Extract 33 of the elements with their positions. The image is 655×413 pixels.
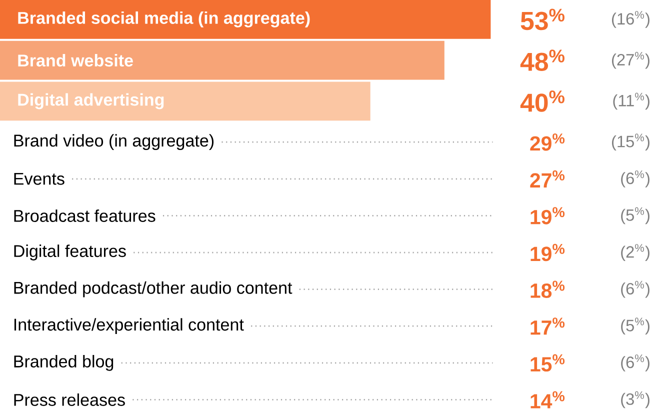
data-label: (11$^{%}$) bbox=[613, 92, 650, 110]
category-label: Interactive/experiential content bbox=[14, 318, 244, 334]
category-label: Brand website bbox=[18, 54, 133, 67]
data-label: 19$^{%}$ bbox=[530, 207, 565, 224]
category-label: Broadcast features bbox=[14, 210, 156, 222]
category-label: Branded blog bbox=[14, 355, 114, 371]
data-label: 27$^{%}$ bbox=[530, 170, 565, 188]
data-label: 48$^{%}$ bbox=[520, 50, 564, 72]
data-label: 29$^{%}$ bbox=[530, 134, 565, 151]
data-label: 15$^{%}$ bbox=[530, 354, 565, 372]
data-label: (5$^{%}$) bbox=[621, 318, 650, 335]
data-label: (15$^{%}$) bbox=[612, 134, 650, 151]
data-label: (16$^{%}$) bbox=[612, 11, 650, 28]
data-label: (6$^{%}$) bbox=[621, 280, 650, 298]
data-label: (6$^{%}$) bbox=[621, 170, 650, 188]
category-label: Press releases bbox=[14, 394, 125, 406]
data-label: 17$^{%}$ bbox=[530, 318, 565, 335]
data-label: (6$^{%}$) bbox=[621, 354, 650, 372]
category-label: Branded social media (in aggregate) bbox=[18, 12, 310, 28]
category-label: Brand video (in aggregate) bbox=[14, 134, 214, 150]
data-label: 19$^{%}$ bbox=[530, 244, 565, 262]
category-label: Events bbox=[14, 173, 64, 185]
data-label: (27$^{%}$) bbox=[612, 52, 650, 69]
data-label: (3$^{%}$) bbox=[621, 391, 650, 408]
category-label: Digital advertising bbox=[18, 93, 164, 110]
data-label: 53$^{%}$ bbox=[520, 8, 564, 30]
data-label: 18$^{%}$ bbox=[530, 280, 565, 298]
data-label: (5$^{%}$) bbox=[621, 207, 650, 224]
data-label: (2$^{%}$) bbox=[621, 244, 650, 262]
data-label: 40$^{%}$ bbox=[520, 90, 564, 112]
data-label: 14$^{%}$ bbox=[530, 391, 565, 408]
category-label: Branded podcast/other audio content bbox=[14, 281, 292, 298]
category-label: Digital features bbox=[14, 244, 126, 261]
